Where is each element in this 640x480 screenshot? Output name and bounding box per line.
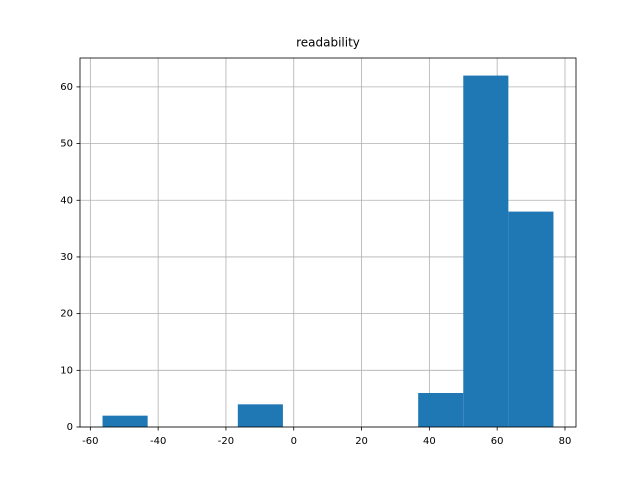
x-tick-label: -60 — [82, 436, 98, 447]
bar — [463, 75, 509, 428]
x-tick-label: 0 — [291, 436, 297, 447]
bar — [418, 392, 464, 427]
x-tick-label: 80 — [559, 436, 572, 447]
y-tick-label: 10 — [60, 365, 73, 376]
y-tick-label: 30 — [60, 252, 73, 263]
plot-frame — [79, 57, 577, 428]
y-tick-label: 60 — [60, 82, 73, 93]
bar — [237, 404, 283, 427]
x-tick-label: -20 — [218, 436, 234, 447]
x-tick-label: 60 — [491, 436, 504, 447]
x-tick-label: -40 — [150, 436, 166, 447]
bar — [508, 211, 554, 427]
y-tick-label: 20 — [60, 309, 73, 320]
y-tick-label: 40 — [60, 195, 73, 206]
bar — [102, 415, 148, 427]
x-tick-label: 40 — [423, 436, 436, 447]
y-tick-label: 0 — [67, 422, 73, 433]
x-tick-label: 20 — [355, 436, 368, 447]
chart-title: readability — [296, 36, 360, 50]
y-tick-label: 50 — [60, 139, 73, 150]
